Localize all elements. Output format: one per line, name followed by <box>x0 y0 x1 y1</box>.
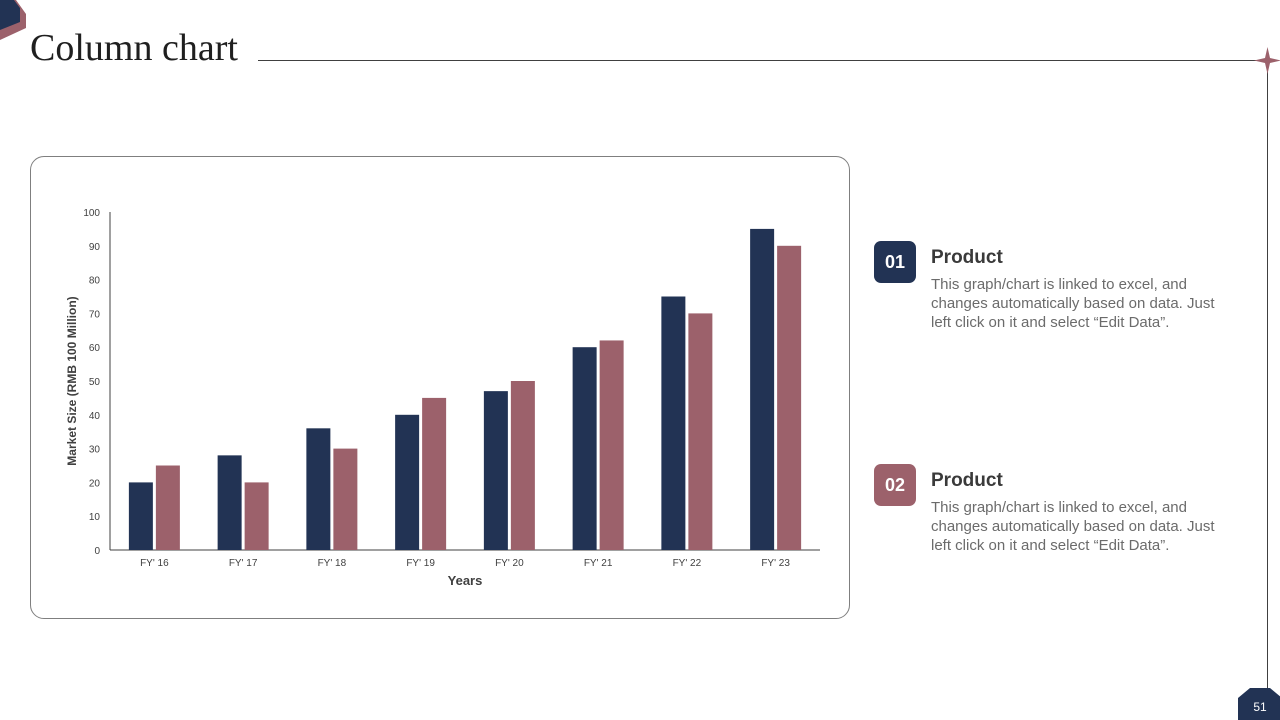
sparkle-star-icon <box>1254 47 1280 74</box>
title-divider-line <box>258 60 1267 61</box>
number-badge: 01 <box>874 241 916 283</box>
bar-series-2 <box>777 245 802 551</box>
y-tick-label: 20 <box>89 478 101 489</box>
x-tick-label: FY' 18 <box>318 558 347 569</box>
y-tick-label: 30 <box>89 445 101 456</box>
y-tick-label: 60 <box>89 343 101 354</box>
bar-series-1 <box>217 455 242 550</box>
x-tick-label: FY' 20 <box>495 558 524 569</box>
info-description: This graph/chart is linked to excel, and… <box>931 499 1215 554</box>
corner-hexagon-decoration <box>0 0 26 40</box>
page-number: 51 <box>1253 700 1267 714</box>
bar-series-1 <box>750 228 775 550</box>
x-tick-label: FY' 19 <box>406 558 435 569</box>
bar-series-1 <box>395 414 420 550</box>
y-tick-label: 100 <box>83 208 100 219</box>
y-tick-label: 50 <box>89 377 101 388</box>
y-axis-title: Market Size (RMB 100 Million) <box>65 296 79 465</box>
y-tick-label: 40 <box>89 411 101 422</box>
info-title: Product <box>931 470 1003 491</box>
info-title: Product <box>931 247 1003 268</box>
bar-series-2 <box>422 397 447 550</box>
y-tick-label: 10 <box>89 512 101 523</box>
chart-card <box>30 156 850 619</box>
column-chart[interactable]: 0 10 20 30 40 50 60 70 80 90 100 FY' 16 FY' 17 FY' 18… <box>30 156 850 619</box>
page-title: Column chart <box>30 27 238 69</box>
x-tick-label: FY' 23 <box>761 558 790 569</box>
y-tick-label: 80 <box>89 276 101 287</box>
right-vertical-line <box>1267 60 1268 700</box>
x-tick-label: FY' 16 <box>140 558 169 569</box>
y-tick-label: 70 <box>89 309 101 320</box>
bar-series-1 <box>306 428 331 550</box>
x-axis-title: Years <box>448 573 483 588</box>
x-tick-label: FY' 22 <box>673 558 702 569</box>
bar-series-2 <box>333 448 358 550</box>
bar-series-2 <box>599 340 624 550</box>
bar-series-2 <box>510 381 535 550</box>
number-badge: 02 <box>874 464 916 506</box>
bar-series-1 <box>128 482 153 550</box>
bar-series-2 <box>688 313 713 550</box>
info-description: This graph/chart is linked to excel, and… <box>931 276 1215 331</box>
x-tick-label: FY' 21 <box>584 558 613 569</box>
x-tick-label: FY' 17 <box>229 558 258 569</box>
bar-series-1 <box>661 296 686 550</box>
page-number-badge <box>1238 688 1280 720</box>
bar-series-1 <box>483 391 508 550</box>
y-tick-label: 0 <box>94 546 100 557</box>
bar-series-2 <box>155 465 180 550</box>
bar-series-1 <box>572 347 597 550</box>
bar-series-2 <box>244 482 269 550</box>
y-tick-label: 90 <box>89 242 101 253</box>
